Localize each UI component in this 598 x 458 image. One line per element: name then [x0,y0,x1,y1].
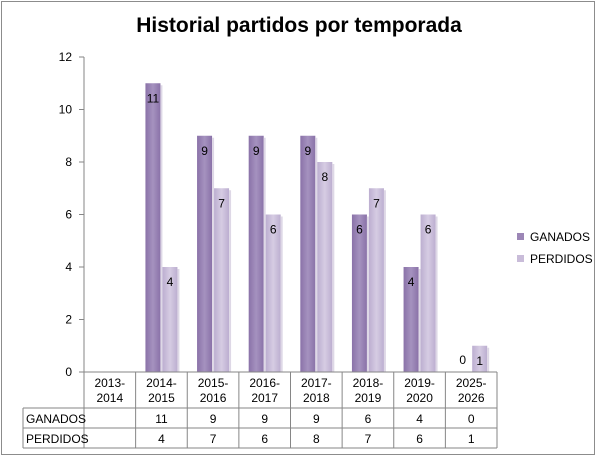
x-tick-label-line: 2017 [251,391,278,405]
x-tick-label: 2018-2019 [353,376,384,405]
bar-ganados [300,135,316,372]
data-table: 2013-20142014-20152015-20162016-20172017… [22,371,498,449]
x-tick-label-line: 2014 [96,391,123,405]
data-label-ganados: 0 [459,353,466,367]
table-cell-perdidos: 4 [158,432,165,446]
table-row-header-perdidos: PERDIDOS [26,432,89,446]
y-tick-label: 2 [65,313,72,327]
x-tick-label: 2015-2016 [198,376,229,405]
x-tick-label-line: 2020 [406,391,433,405]
data-label-ganados: 9 [253,144,260,158]
bar-perdidos [420,214,436,372]
bar-ganados [403,267,419,372]
bar-shadow [383,190,386,372]
table-cell-perdidos: 6 [416,432,423,446]
legend-label-perdidos: PERDIDOS [530,252,593,266]
bar-shadow [487,347,490,372]
data-label-perdidos: 7 [373,196,380,210]
bar-shadow [435,216,438,372]
axes: 0 2 4 6 8 10 12 [59,50,85,379]
x-tick-label-line: 2015- [198,376,229,390]
data-label-perdidos: 6 [425,223,432,237]
table-cell-perdidos: 1 [468,432,475,446]
y-tick-label: 12 [59,50,73,64]
bar-shadow [366,216,369,372]
bar-shadow [332,164,335,372]
table-row-header-ganados: GANADOS [26,412,86,426]
x-tick-label-line: 2018 [303,391,330,405]
x-tick-label-line: 2013- [94,376,125,390]
table-cell-ganados: 4 [416,412,423,426]
legend-swatch-ganados [517,233,524,240]
data-label-ganados: 9 [304,144,311,158]
data-label-ganados: 9 [201,144,208,158]
x-tick-label: 2019-2020 [404,376,435,405]
table-cell-ganados: 9 [210,412,217,426]
table-cell-ganados: 9 [313,412,320,426]
y-tick-label: 10 [59,103,73,117]
x-tick-label-line: 2019- [404,376,435,390]
table-cell-ganados: 0 [468,412,475,426]
table-cell-ganados: 11 [155,412,168,426]
legend-label-ganados: GANADOS [530,230,590,244]
x-tick-label-line: 2015 [148,391,175,405]
legend-swatch-perdidos [517,255,524,262]
data-label-ganados: 4 [408,275,415,289]
bar-ganados [197,135,213,372]
x-tick-label-line: 2014- [146,376,177,390]
bar-perdidos [162,267,178,372]
data-label-perdidos: 4 [167,275,174,289]
y-tick-label: 8 [65,155,72,169]
x-tick-label: 2017-2018 [301,376,332,405]
bar-ganados [248,135,264,372]
bar-perdidos [368,188,384,372]
data-label-perdidos: 6 [270,223,277,237]
x-tick-label-line: 2025- [456,376,487,390]
x-tick-label: 2025-2026 [456,376,487,405]
bar-shadow [418,269,421,372]
data-label-ganados: 6 [356,223,363,237]
data-label-ganados: 11 [147,91,160,105]
x-tick-label-line: 2026 [458,391,485,405]
x-tick-label-line: 2016 [200,391,227,405]
table-cell-perdidos: 7 [210,432,217,446]
bar-shadow [212,137,215,372]
data-label-perdidos: 1 [476,354,483,368]
data-label-perdidos: 8 [321,170,328,184]
bar-shadow [177,269,180,372]
y-tick-label: 6 [65,208,72,222]
legend: GANADOS PERDIDOS [517,230,593,266]
bar-perdidos [472,345,488,372]
bar-shadow [229,190,232,372]
x-tick-label: 2014-2015 [146,376,177,405]
bar-ganados [351,214,367,372]
y-tick-label: 0 [65,365,72,379]
bar-shadow [280,216,283,372]
x-tick-label: 2016-2017 [249,376,280,405]
bar-shadow [315,137,318,372]
x-tick-label-line: 2018- [353,376,384,390]
bar-perdidos [265,214,281,372]
table-cell-perdidos: 8 [313,432,320,446]
bar-shadow [160,85,163,372]
bar-ganados [145,83,161,372]
bar-shadow [263,137,266,372]
table-cell-ganados: 6 [365,412,372,426]
table-cell-perdidos: 6 [261,432,268,446]
x-tick-label-line: 2016- [249,376,280,390]
y-tick-label: 4 [65,260,72,274]
table-cell-ganados: 9 [261,412,268,426]
data-label-perdidos: 7 [218,196,225,210]
x-tick-label-line: 2019 [355,391,382,405]
table-cell-perdidos: 7 [365,432,372,446]
x-tick-label-line: 2017- [301,376,332,390]
bar-perdidos [214,188,230,372]
chart-title: Historial partidos por temporada [136,14,462,37]
bar-perdidos [317,162,333,372]
x-tick-label: 2013-2014 [94,376,125,405]
